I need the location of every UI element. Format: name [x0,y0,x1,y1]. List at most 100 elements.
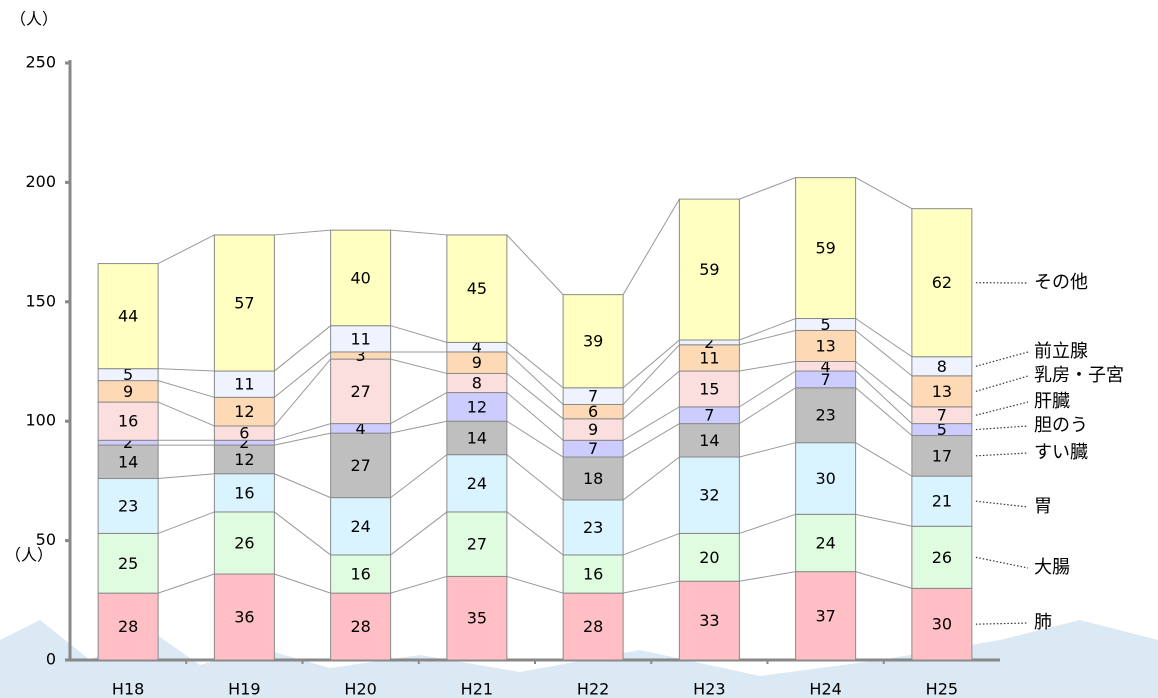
connector-line [856,178,912,209]
leader-line [976,426,1028,430]
value-label: 14 [699,431,719,450]
connector-line [856,572,912,589]
connector-line [739,362,795,372]
value-label: 26 [932,548,952,567]
connector-line [158,381,214,398]
legend-label: 乳房・子宮 [1034,365,1124,386]
legend-label: 胃 [1034,496,1052,517]
value-label: 28 [118,617,138,636]
connector-line [274,424,330,441]
leader-line [976,376,1028,391]
y-tick-label: 0 [46,650,56,669]
legend-label: 肝臓 [1034,391,1070,412]
connector-line [158,369,214,371]
y-tick-label: 100 [25,411,56,430]
connector-line [158,402,214,426]
value-label: 57 [234,293,254,312]
connector-line [623,533,679,554]
x-tick-label: H19 [228,680,260,698]
chart: （人） （人） 050100150200250282523142169544H1… [0,0,1158,698]
connector-line [391,393,447,424]
leader-line [976,352,1028,366]
value-label: 40 [350,268,370,287]
leader-line [976,501,1028,507]
value-label: 27 [467,535,487,554]
connector-line [623,424,679,457]
y-tick-label: 50 [36,530,56,549]
connector-line [507,393,563,441]
x-tick-label: H21 [461,680,493,698]
leader-line [976,453,1028,456]
x-tick-label: H18 [112,680,144,698]
connector-line [856,371,912,424]
connector-line [158,574,214,593]
connector-line [856,388,912,436]
connector-line [739,572,795,582]
value-label: 24 [467,474,487,493]
value-label: 59 [815,239,835,258]
value-label: 13 [932,382,952,401]
connector-line [274,326,330,371]
value-label: 59 [699,260,719,279]
value-label: 11 [234,375,254,394]
connector-line [623,457,679,500]
connector-line [391,512,447,555]
value-label: 14 [118,452,138,471]
connector-line [158,512,214,533]
connector-line [507,455,563,500]
value-label: 35 [467,609,487,628]
connector-line [391,576,447,593]
connector-line [274,474,330,498]
value-label: 8 [937,357,947,376]
leader-line [976,557,1028,568]
connector-line [739,443,795,457]
value-label: 7 [704,406,714,425]
value-label: 27 [350,382,370,401]
value-label: 23 [815,406,835,425]
connector-line [274,512,330,555]
value-label: 8 [472,373,482,392]
connector-line [739,330,795,344]
connector-line [623,581,679,593]
value-label: 20 [699,548,719,567]
connector-line [739,319,795,340]
x-tick-label: H24 [809,680,841,698]
value-label: 23 [583,518,603,537]
legend-label: 大腸 [1034,557,1070,578]
connector-line [507,512,563,555]
connector-line [507,342,563,387]
connector-line [274,433,330,445]
legend-label: 前立腺 [1034,341,1088,362]
y-axis-unit: （人） [10,10,58,29]
value-label: 12 [467,397,487,416]
y-tick-label: 150 [25,291,56,310]
connector-line [507,576,563,593]
value-label: 13 [815,336,835,355]
value-label: 24 [815,533,835,552]
value-label: 7 [588,439,598,458]
value-label: 14 [467,428,487,447]
value-label: 21 [932,492,952,511]
value-label: 26 [234,533,254,552]
y-tick-label: 200 [25,172,56,191]
connector-line [391,421,447,433]
leader-line [976,402,1028,415]
value-label: 28 [350,617,370,636]
connector-line [391,359,447,373]
connector-line [507,235,563,295]
connector-line [274,574,330,593]
legend-label: 肺 [1034,612,1052,633]
connector-line [739,371,795,407]
connector-line [856,514,912,526]
value-label: 37 [815,606,835,625]
value-label: 12 [234,450,254,469]
connector-line [507,421,563,457]
connector-line [274,359,330,426]
value-label: 30 [815,469,835,488]
value-label: 32 [699,486,719,505]
value-label: 12 [234,402,254,421]
value-label: 24 [350,517,370,536]
value-label: 28 [583,617,603,636]
legend-label: すい臓 [1034,442,1088,463]
connector-line [623,199,679,295]
